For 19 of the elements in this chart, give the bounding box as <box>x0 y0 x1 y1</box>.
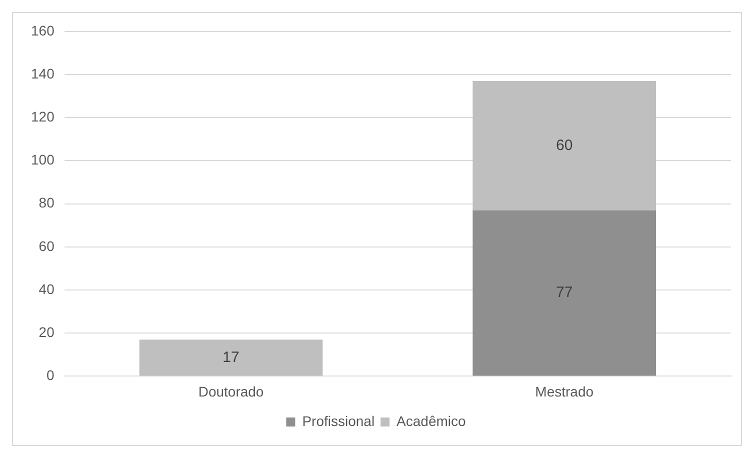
y-tick-label: 60 <box>38 238 55 254</box>
y-tick-label: 140 <box>31 65 55 82</box>
y-tick-label: 40 <box>38 280 55 297</box>
data-label: 17 <box>222 348 240 366</box>
bar <box>472 210 656 376</box>
bar <box>139 340 323 376</box>
x-tick-label: Doutorado <box>198 383 264 400</box>
y-tick-label: 20 <box>38 324 55 340</box>
x-tick-label: Mestrado <box>535 383 594 400</box>
bar <box>472 80 656 210</box>
y-tick-label: 0 <box>46 367 55 384</box>
legend-label: Acadêmico <box>396 412 466 429</box>
data-label: 77 <box>556 284 573 302</box>
y-tick-label: 160 <box>31 22 55 38</box>
y-tick-label: 80 <box>38 194 55 211</box>
y-tick-label: 120 <box>31 108 55 124</box>
legend-label: Profissional <box>302 412 375 429</box>
y-tick-label: 100 <box>31 152 55 168</box>
data-label: 60 <box>556 136 573 154</box>
